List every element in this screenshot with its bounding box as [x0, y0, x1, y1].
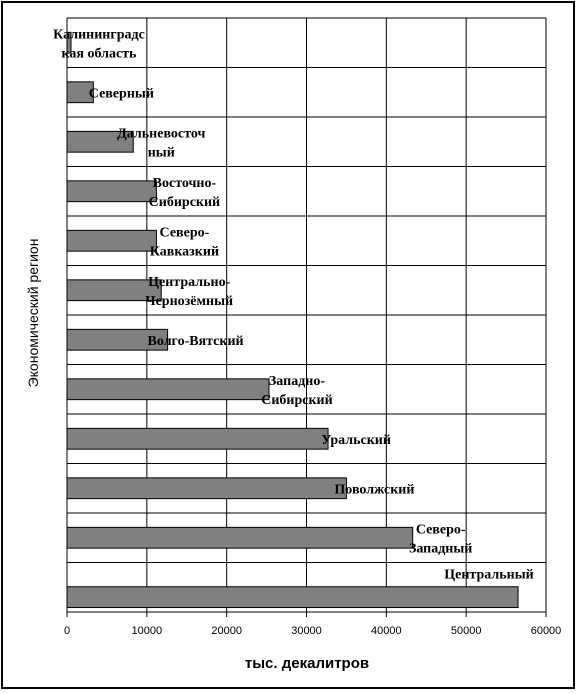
category-label: Волго-Вятский [148, 334, 244, 349]
category-label-line: Северный [89, 86, 154, 101]
category-label-line: Калининградс [53, 27, 145, 42]
x-tick-label: 30000 [291, 625, 322, 637]
category-label-line: Уральский [321, 433, 391, 448]
bar [66, 378, 270, 401]
category-label-line: Кавказкий [150, 244, 219, 259]
x-tick-label: 0 [64, 625, 70, 637]
category-label-line: Дальневосточ [117, 126, 205, 141]
category-label-line: Северо- [416, 522, 466, 537]
category-label: Уральский [321, 433, 391, 448]
category-label: Центральный [444, 567, 533, 582]
category-label: Западно- Сибирский [261, 374, 332, 408]
bar [66, 31, 72, 54]
category-label-line: Северо- [160, 225, 210, 240]
x-tick-label: 40000 [371, 625, 402, 637]
grid-lines [66, 17, 547, 617]
category-label: Центрально- Чернозёмный [145, 275, 233, 309]
x-tick-label: 10000 [132, 625, 163, 637]
bars [66, 31, 519, 609]
x-tick-labels: 0 10000 20000 30000 40000 50000 60000 [64, 625, 561, 637]
bar [66, 279, 162, 302]
y-axis-title: Экономический регион [25, 239, 41, 388]
x-axis-title: тыс. декалитров [245, 655, 369, 672]
category-label-line: кая область [62, 46, 138, 61]
category-label-line: Западный [409, 541, 472, 556]
category-label-line: Центрально- [148, 275, 230, 290]
category-label-line: Центральный [444, 567, 533, 582]
bar [66, 180, 157, 203]
category-label: Северный [89, 86, 154, 101]
bar [66, 427, 329, 450]
category-label-line: Волго-Вятский [148, 334, 244, 349]
bar [66, 130, 134, 153]
bar [66, 586, 519, 609]
x-tick-label: 50000 [451, 625, 482, 637]
x-tick-label: 60000 [531, 625, 562, 637]
category-label-line: ный [148, 145, 175, 160]
category-label-line: Сибирский [149, 195, 220, 210]
category-label: Поволжский [334, 482, 414, 497]
category-label-line: Сибирский [261, 393, 332, 408]
category-label-line: Чернозёмный [145, 294, 233, 309]
category-label-line: Восточно- [153, 176, 217, 191]
category-label: Северо- Кавказкий [150, 225, 219, 259]
category-label: Восточно- Сибирский [149, 176, 220, 210]
bar [66, 526, 414, 549]
category-label: Калининградс кая область [53, 27, 145, 61]
category-label: Северо- Западный [409, 522, 472, 556]
bar [66, 81, 94, 104]
bar [66, 477, 347, 500]
bar [66, 229, 157, 252]
bar [66, 328, 169, 351]
category-labels: Калининградс кая область Северный Дальневос… [53, 27, 534, 582]
x-tick-label: 20000 [211, 625, 242, 637]
category-label-line: Западно- [269, 374, 325, 389]
category-label-line: Поволжский [334, 482, 414, 497]
category-label: Дальневосточ ный [117, 126, 205, 160]
